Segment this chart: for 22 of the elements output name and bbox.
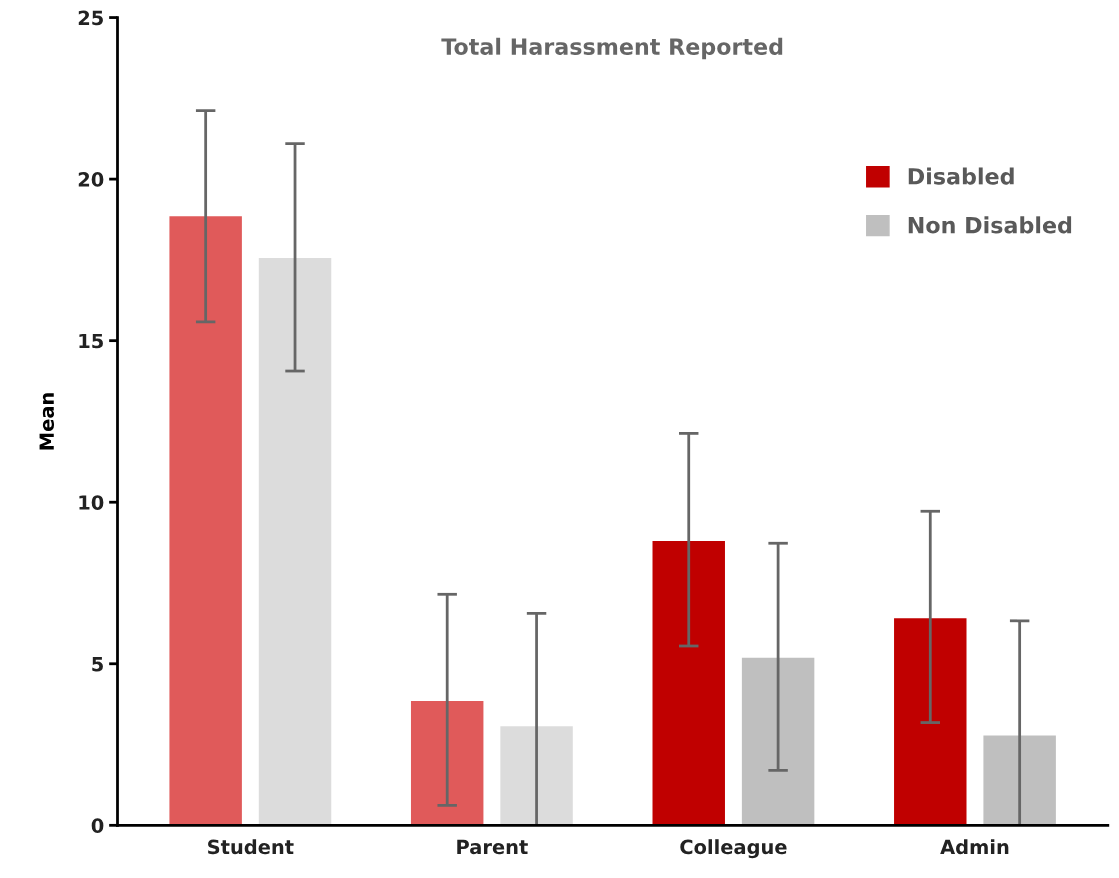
y-tick-label: 5	[92, 656, 103, 672]
y-tick-label: 20	[78, 172, 104, 187]
x-tick-label: Student	[208, 839, 294, 855]
y-axis-title: Mean	[39, 393, 55, 450]
y-tick-label: 25	[78, 10, 103, 26]
bar	[741, 657, 815, 826]
bar	[169, 216, 242, 826]
y-tick-label: 0	[91, 818, 104, 833]
legend-label: Non Disabled	[908, 216, 1072, 234]
bar	[894, 618, 967, 826]
bar	[258, 257, 332, 826]
bar	[983, 735, 1056, 826]
text: Total Harassment Reported	[441, 37, 783, 60]
x-tick-label: Colleague	[680, 839, 787, 859]
x-tick-label: Admin	[940, 839, 1009, 855]
bar	[500, 726, 573, 826]
legend-label: Disabled	[908, 167, 1014, 185]
bar	[410, 700, 484, 826]
x-tick-label: Parent	[457, 839, 528, 855]
y-tick-label: 10	[79, 495, 104, 510]
bar	[652, 540, 725, 826]
y-tick-label: 15	[79, 333, 103, 349]
